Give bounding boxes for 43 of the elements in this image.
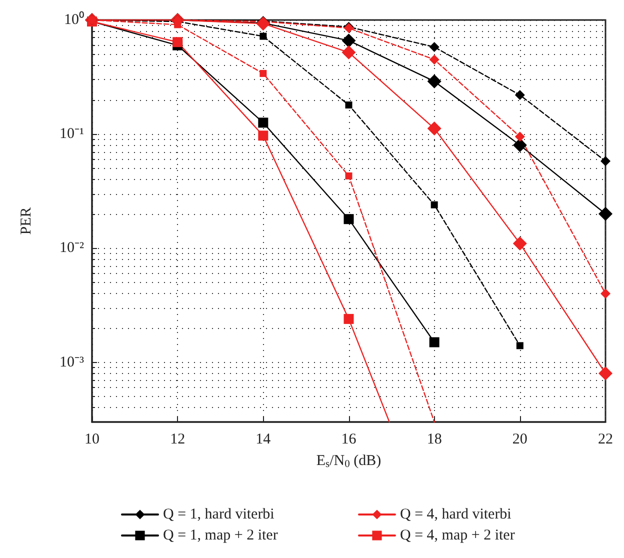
y-tick-label: 10⁻³	[60, 354, 84, 370]
point	[598, 366, 612, 380]
point	[427, 74, 442, 88]
point	[260, 70, 267, 77]
point	[598, 206, 612, 221]
y-tick-label: 10⁰	[64, 11, 84, 28]
point	[342, 45, 356, 60]
point	[427, 121, 442, 136]
point	[429, 337, 440, 348]
point	[429, 42, 440, 52]
x-tick-label: 16	[341, 432, 357, 448]
legend-label: Q = 1, hard viterbi	[163, 506, 274, 522]
y-axis-title: PER	[18, 207, 34, 235]
point	[174, 21, 182, 28]
point	[172, 37, 183, 48]
point	[430, 201, 438, 208]
point	[512, 236, 527, 250]
point	[258, 130, 268, 141]
point	[512, 138, 527, 152]
legend-label: Q = 1, map + 2 iter	[163, 528, 278, 544]
x-tick-label: 18	[426, 432, 442, 448]
legend-label: Q = 4, hard viterbi	[400, 506, 512, 522]
x-tick-label: 10	[84, 432, 100, 448]
point	[342, 34, 356, 48]
point	[345, 172, 352, 180]
x-tick-label: 14	[256, 432, 272, 448]
y-tick-label: 10⁻¹	[60, 126, 84, 142]
y-tick-label: 10⁻²	[60, 240, 84, 256]
point	[344, 214, 354, 224]
point	[429, 54, 440, 65]
point	[600, 156, 610, 166]
point	[600, 288, 610, 299]
x-tick-label: 20	[512, 432, 528, 448]
legend-label: Q = 4, map + 2 iter	[400, 528, 515, 544]
point	[258, 118, 268, 128]
point	[514, 132, 525, 142]
point	[514, 90, 525, 100]
point	[345, 101, 352, 108]
point	[344, 314, 354, 324]
x-tick-label: 12	[170, 432, 186, 448]
point	[516, 342, 524, 350]
x-tick-label: 22	[598, 432, 613, 448]
point	[260, 32, 267, 40]
